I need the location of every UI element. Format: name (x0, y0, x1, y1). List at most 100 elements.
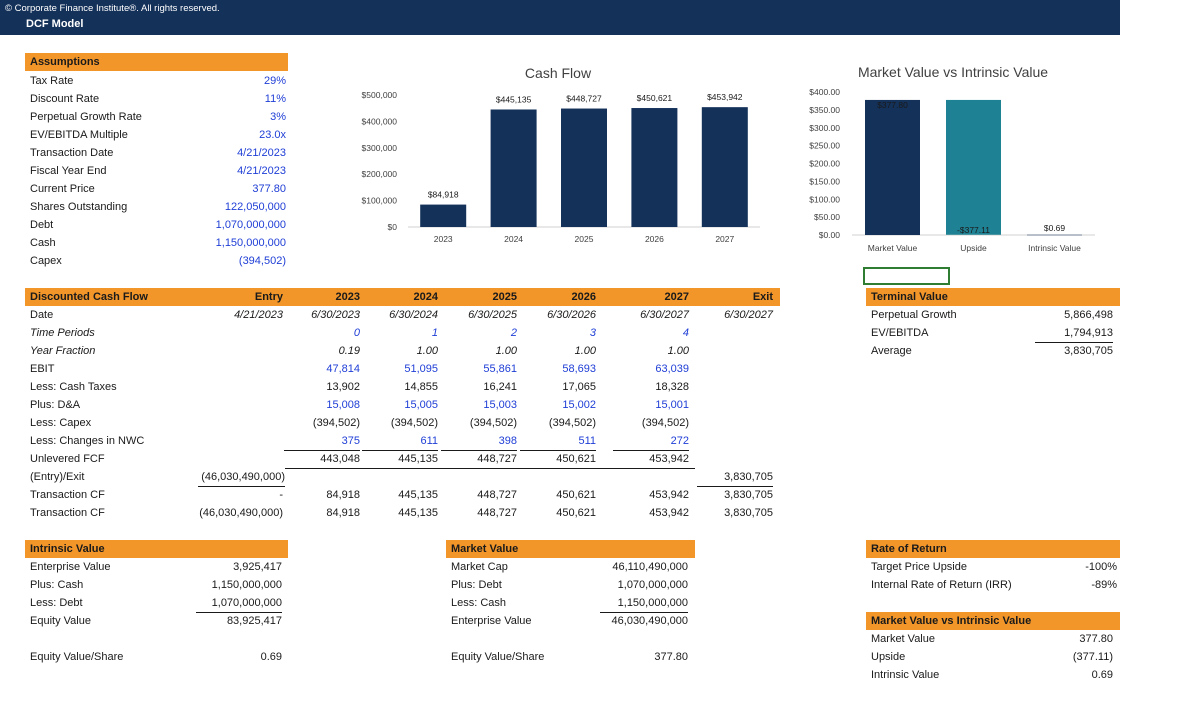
dcf-cell: 445,135 (398, 489, 438, 501)
assumption-value: 1,150,000,000 (215, 237, 286, 249)
dcf-cell: 18,328 (655, 381, 689, 393)
bar-data-label: $453,942 (707, 92, 743, 102)
terminal-header: Terminal Value (866, 288, 1120, 306)
dcf-column-header: 2027 (664, 291, 689, 303)
dcf-cell: 6/30/2025 (468, 309, 517, 321)
mvi-label: Upside (871, 651, 906, 663)
dcf-cell: 1.00 (416, 345, 438, 357)
terminal-label: Average (871, 345, 912, 357)
ror-value: -100% (1085, 561, 1117, 573)
y-tick-label: $0 (388, 222, 398, 232)
x-tick-label: Market Value (868, 243, 918, 253)
dcf-cell: 0.19 (338, 345, 360, 357)
assumption-value: 23.0x (259, 129, 286, 141)
y-tick-label: $100.00 (809, 194, 840, 204)
assumption-value: 4/21/2023 (237, 147, 286, 159)
assumption-label: Transaction Date (30, 147, 114, 159)
y-tick-label: $500,000 (362, 90, 398, 100)
chart-title: Market Value vs Intrinsic Value (858, 64, 1048, 80)
dcf-cell (198, 378, 283, 396)
dcf-cell: 1 (431, 327, 438, 339)
dcf-row-label: (Entry)/Exit (30, 471, 85, 483)
dcf-cell: (46,030,490,000) (199, 507, 283, 519)
dcf-cell: 55,861 (483, 363, 517, 375)
dcf-cell: 47,814 (326, 363, 360, 375)
assumption-value: (394,502) (238, 255, 286, 267)
assumption-label: Debt (30, 219, 54, 231)
selected-cell[interactable] (863, 267, 950, 285)
chart-title: Cash Flow (525, 65, 592, 81)
market-label: Market Cap (451, 561, 508, 573)
dcf-cell (362, 468, 438, 486)
market-title: Market Value (451, 543, 519, 555)
dcf-row-label: Less: Cash Taxes (30, 381, 117, 393)
dcf-cell (697, 342, 773, 360)
terminal-value: 5,866,498 (1064, 309, 1113, 321)
intrinsic-value: 0.69 (260, 651, 282, 663)
mvi-value: (377.11) (1072, 651, 1113, 663)
mvi-title: Market Value vs Intrinsic Value (871, 615, 1032, 627)
cash-flow-bar (701, 107, 748, 227)
top-banner (0, 0, 1120, 35)
dcf-cell: 15,005 (404, 399, 438, 411)
ror-label: Internal Rate of Return (IRR) (871, 579, 1012, 591)
dcf-cell: 0 (353, 327, 360, 339)
dcf-cell: 448,727 (477, 453, 517, 465)
dcf-cell: 453,942 (649, 507, 689, 519)
assumption-label: Tax Rate (30, 75, 74, 87)
y-tick-label: $50.00 (814, 212, 840, 222)
dcf-cell: 398 (441, 432, 517, 451)
mvi-value: 377.80 (1079, 633, 1113, 645)
dcf-row-label: Less: Changes in NWC (30, 435, 145, 447)
dcf-cell: 63,039 (655, 363, 689, 375)
dcf-column-header: Entry (254, 291, 283, 303)
y-tick-label: $400,000 (362, 116, 398, 126)
dcf-cell (198, 396, 283, 414)
dcf-cell: 4 (682, 327, 689, 339)
dcf-cell: 445,135 (398, 507, 438, 519)
dcf-cell: (394,502) (641, 417, 689, 429)
dcf-column-header: 2026 (571, 291, 596, 303)
assumption-label: Fiscal Year End (30, 165, 107, 177)
dcf-cell: 16,241 (483, 381, 517, 393)
dcf-column-header: Exit (752, 291, 773, 303)
dcf-cell: 448,727 (477, 507, 517, 519)
bar-data-label: $450,621 (637, 93, 673, 103)
assumption-value: 4/21/2023 (237, 165, 286, 177)
ror-title: Rate of Return (871, 543, 947, 555)
dcf-cell (697, 432, 773, 450)
dcf-cell: 51,095 (404, 363, 438, 375)
assumption-value: 377.80 (252, 183, 286, 195)
dcf-cell: 6/30/2027 (724, 309, 773, 321)
bar-data-label: $84,918 (428, 190, 459, 200)
cash-flow-bar (561, 108, 607, 227)
cash-flow-chart: Cash Flow $0 $100,000 $200,000 $300,000 $400,… (362, 65, 760, 244)
mvi-label: Intrinsic Value (871, 669, 940, 681)
assumption-label: Capex (30, 255, 62, 267)
y-tick-label: $150.00 (809, 176, 840, 186)
dcf-row-label: Year Fraction (30, 345, 96, 357)
dcf-cell: 14,855 (404, 381, 438, 393)
x-tick-label: 2027 (715, 234, 734, 244)
dcf-cell: 13,902 (326, 381, 360, 393)
dcf-cell (198, 414, 283, 432)
market-value: 1,070,000,000 (617, 579, 688, 591)
mvi-label: Market Value (871, 633, 935, 645)
dcf-row-label: Unlevered FCF (30, 453, 105, 465)
dcf-cell: 1.00 (574, 345, 596, 357)
dcf-cell (198, 342, 283, 360)
y-tick-label: $200,000 (362, 169, 398, 179)
dcf-cell: 453,942 (649, 453, 689, 465)
dcf-cell (697, 378, 773, 396)
y-tick-label: $0.00 (819, 230, 841, 240)
y-tick-label: $300,000 (362, 143, 398, 153)
y-tick-label: $300.00 (809, 123, 840, 133)
dcf-cell: 1.00 (495, 345, 517, 357)
dcf-cell: 84,918 (326, 507, 360, 519)
dcf-cell (697, 324, 773, 342)
dcf-cell: 450,621 (556, 453, 596, 465)
mvi-value: 0.69 (1091, 669, 1113, 681)
y-tick-label: $250.00 (809, 141, 840, 151)
dcf-row-label: Plus: D&A (30, 399, 81, 411)
cash-flow-bar (631, 108, 678, 227)
